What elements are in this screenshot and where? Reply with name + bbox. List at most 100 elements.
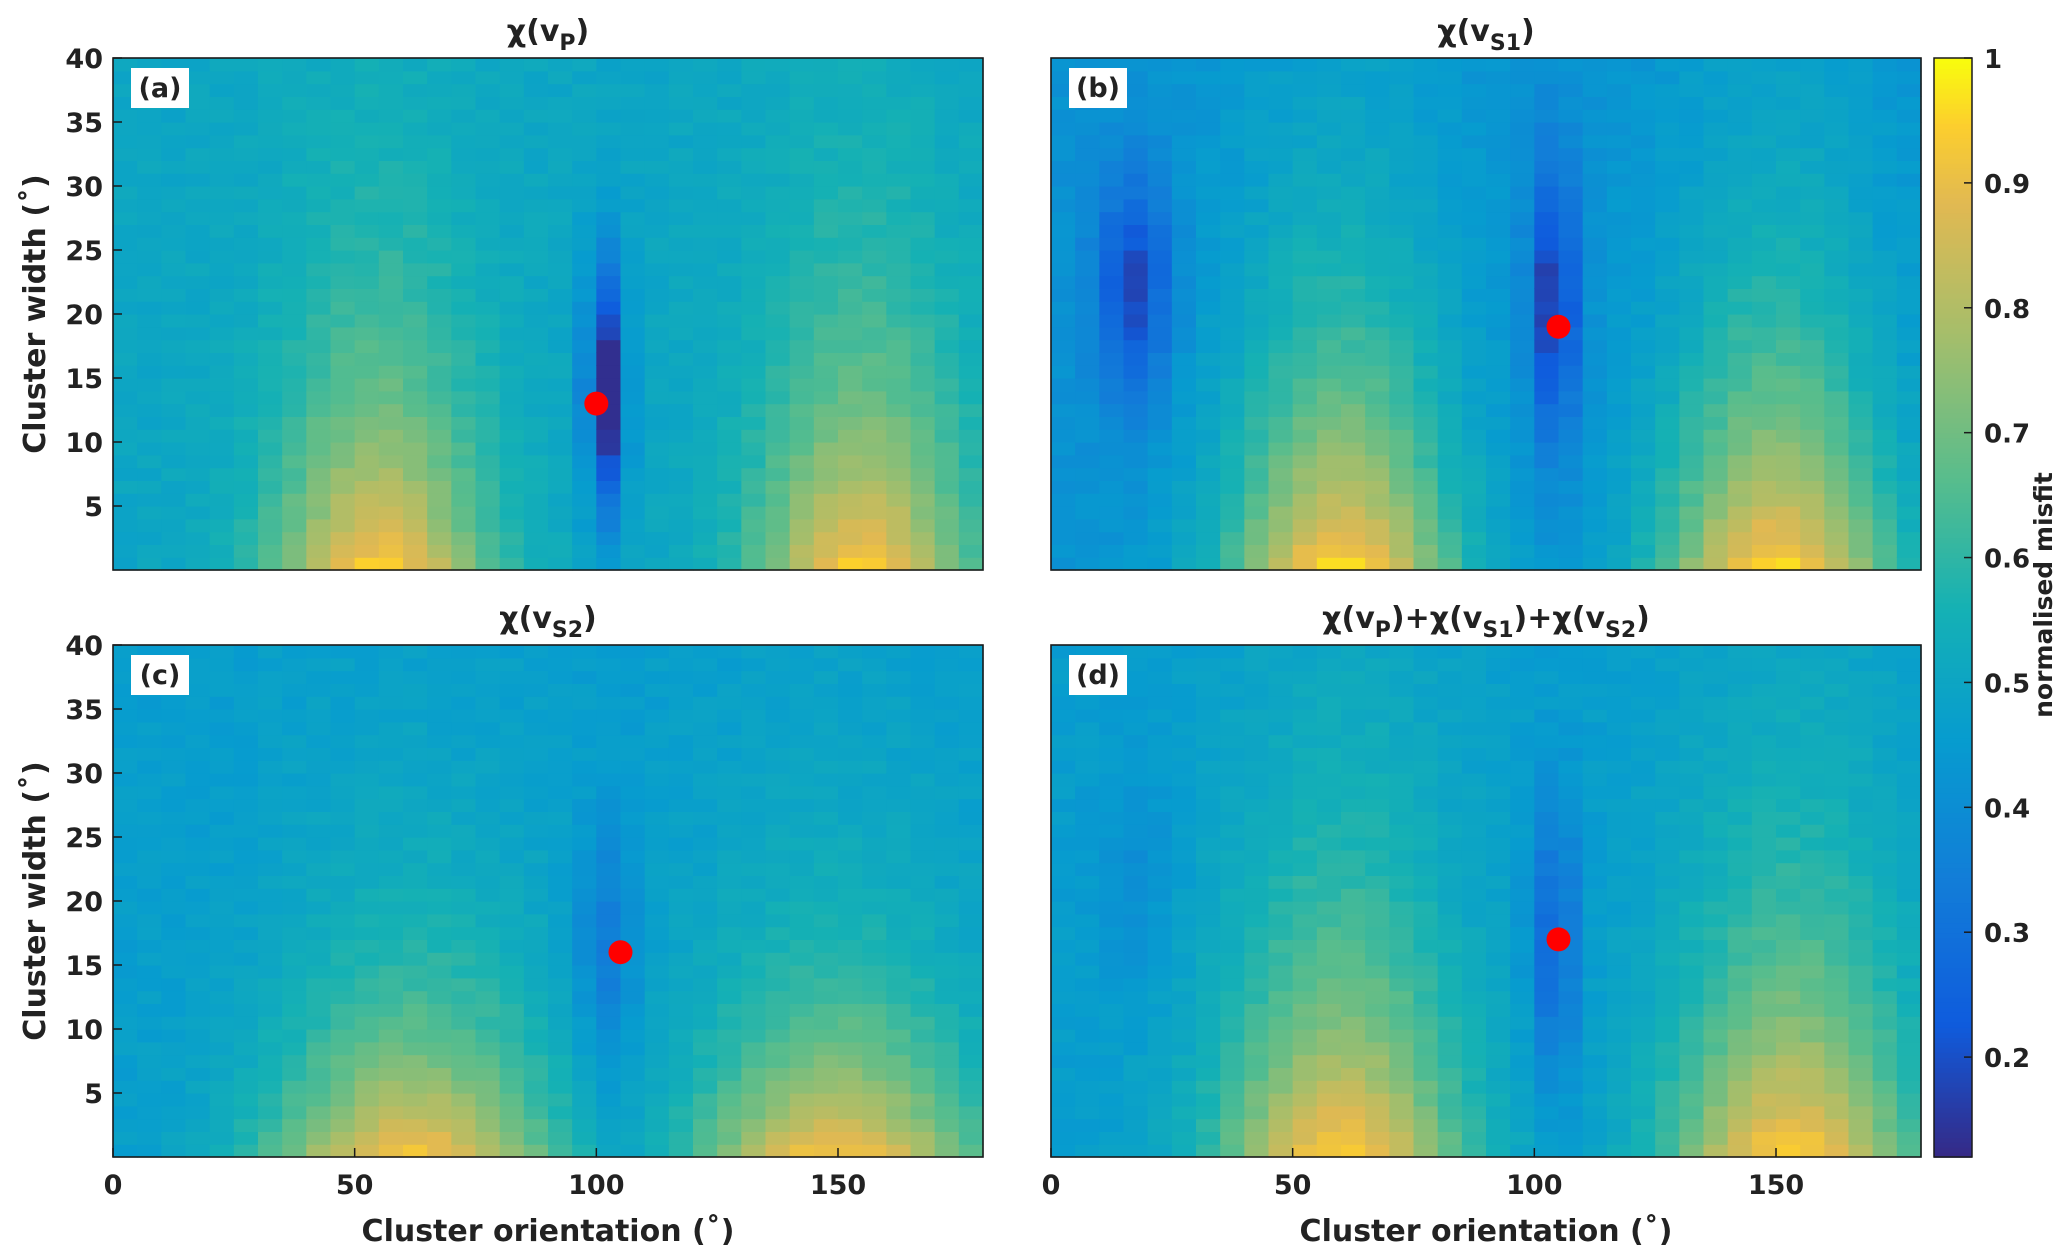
heatmap-cell xyxy=(233,326,259,341)
heatmap-cell xyxy=(620,1029,646,1043)
heatmap-cell xyxy=(1220,1080,1245,1094)
heatmap-cell xyxy=(765,403,791,417)
heatmap-cell xyxy=(306,1118,332,1132)
heatmap-cell xyxy=(668,670,694,684)
heatmap-cell xyxy=(741,134,767,149)
heatmap-cell xyxy=(1051,314,1076,328)
heatmap-cell xyxy=(354,1054,380,1068)
heatmap-cell xyxy=(258,990,283,1004)
heatmap-cell xyxy=(693,977,718,992)
heatmap-cell xyxy=(1558,96,1584,110)
heatmap-cell xyxy=(1220,734,1245,748)
heatmap-cell xyxy=(1872,198,1898,213)
heatmap-cell xyxy=(523,926,549,940)
heatmap-cell xyxy=(668,862,694,876)
heatmap-cell xyxy=(1268,773,1294,787)
heatmap-cell xyxy=(475,645,501,659)
heatmap-cell xyxy=(1655,506,1680,520)
heatmap-cell xyxy=(813,1054,839,1068)
heatmap-cell xyxy=(451,557,477,571)
heatmap-cell xyxy=(765,837,791,851)
heatmap-cell xyxy=(523,480,549,494)
heatmap-cell xyxy=(137,785,162,800)
heatmap-cell xyxy=(1292,493,1318,507)
heatmap-cell xyxy=(185,721,211,736)
heatmap-cell xyxy=(161,301,187,315)
heatmap-cell xyxy=(1171,1067,1197,1081)
heatmap-cell xyxy=(1365,365,1390,379)
heatmap-cell xyxy=(499,1105,525,1120)
heatmap-cells xyxy=(1051,645,1922,1158)
heatmap-cell xyxy=(548,326,573,341)
heatmap-cell xyxy=(693,773,718,787)
heatmap-cell xyxy=(548,288,573,302)
heatmap-cell xyxy=(572,1016,597,1030)
heatmap-cell xyxy=(1147,339,1173,353)
heatmap-cell xyxy=(789,288,815,302)
heatmap-cell xyxy=(934,990,960,1004)
heatmap-cell xyxy=(717,224,742,238)
heatmap-cell xyxy=(330,480,356,494)
heatmap-cell xyxy=(1389,901,1415,915)
heatmap-cell xyxy=(934,913,960,928)
heatmap-cell xyxy=(765,288,791,302)
heatmap-cell xyxy=(910,109,936,123)
heatmap-cell xyxy=(1848,442,1874,456)
heatmap-cell xyxy=(378,224,404,238)
heatmap-cell xyxy=(1800,301,1825,315)
heatmap-cell xyxy=(258,1131,283,1145)
heatmap-cell xyxy=(1558,390,1584,405)
heatmap-cell xyxy=(572,760,597,774)
heatmap-cell xyxy=(161,709,187,723)
heatmap-cell xyxy=(1582,506,1608,520)
heatmap-cell xyxy=(1147,1054,1173,1068)
heatmap-cell xyxy=(403,58,428,72)
heatmap-cell xyxy=(1606,454,1632,469)
heatmap-cell xyxy=(596,493,622,507)
heatmap-cell xyxy=(1606,186,1632,200)
heatmap-cell xyxy=(1244,913,1270,928)
heatmap-cell xyxy=(1075,275,1100,289)
heatmap-cell xyxy=(282,1016,307,1030)
heatmap-cell xyxy=(1365,1093,1390,1107)
heatmap-cell xyxy=(113,1003,138,1017)
heatmap-cell xyxy=(934,926,960,940)
heatmap-cell xyxy=(1413,173,1439,187)
heatmap-cell xyxy=(910,721,936,736)
heatmap-cell xyxy=(548,147,573,161)
heatmap-cell xyxy=(185,403,211,417)
heatmap-cell xyxy=(523,798,549,812)
heatmap-cell xyxy=(209,365,235,379)
heatmap-cell xyxy=(1099,250,1125,264)
heatmap-cell xyxy=(644,1067,670,1081)
heatmap-cell xyxy=(306,785,332,800)
heatmap-cell xyxy=(306,1131,332,1145)
heatmap-cell xyxy=(209,862,235,876)
heatmap-cell xyxy=(862,147,887,161)
heatmap-cell xyxy=(113,901,138,915)
heatmap-cell xyxy=(934,518,960,533)
heatmap-cell xyxy=(258,288,283,302)
heatmap-cell xyxy=(644,275,670,289)
heatmap-cell xyxy=(934,760,960,774)
heatmap-cell xyxy=(1558,429,1584,443)
heatmap-cell xyxy=(741,862,767,876)
heatmap-cell xyxy=(741,1093,767,1107)
heatmap-cell xyxy=(910,862,936,876)
heatmap-cell xyxy=(1341,531,1366,545)
heatmap-cell xyxy=(1582,58,1608,72)
heatmap-cell xyxy=(185,1029,211,1043)
heatmap-cell xyxy=(1703,378,1729,392)
heatmap-cell xyxy=(475,913,501,928)
heatmap-cell xyxy=(233,442,259,456)
heatmap-cell xyxy=(1800,454,1825,469)
heatmap-cell xyxy=(1244,314,1270,328)
heatmap-cell xyxy=(1896,288,1922,302)
heatmap-cell xyxy=(1461,493,1487,507)
heatmap-cell xyxy=(451,301,477,315)
heatmap-cell xyxy=(233,760,259,774)
heatmap-cell xyxy=(1268,952,1294,966)
heatmap-cell xyxy=(958,670,984,684)
heatmap-cell xyxy=(137,109,162,123)
heatmap-cell xyxy=(161,1080,187,1094)
